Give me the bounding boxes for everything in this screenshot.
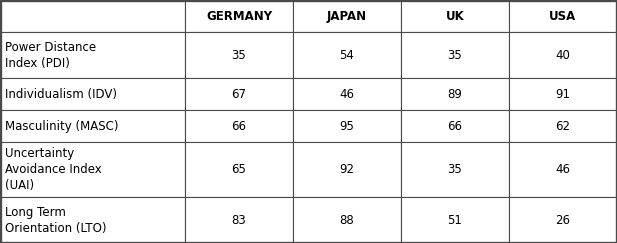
Text: 51: 51 — [447, 214, 462, 226]
Text: 83: 83 — [231, 214, 246, 226]
Text: 26: 26 — [555, 214, 571, 226]
Bar — [509, 110, 617, 142]
Bar — [185, 32, 293, 78]
Text: Power Distance
Index (PDI): Power Distance Index (PDI) — [5, 41, 96, 69]
Bar — [293, 78, 401, 110]
Text: Uncertainty
Avoidance Index
(UAI): Uncertainty Avoidance Index (UAI) — [5, 147, 102, 192]
Text: USA: USA — [549, 9, 577, 23]
Bar — [401, 197, 509, 243]
Bar — [509, 0, 617, 32]
Bar — [0, 32, 185, 78]
Bar — [509, 197, 617, 243]
Bar — [0, 110, 185, 142]
Text: 65: 65 — [231, 163, 246, 176]
Bar — [0, 78, 185, 110]
Text: 46: 46 — [555, 163, 571, 176]
Text: 91: 91 — [555, 87, 571, 101]
Bar — [185, 78, 293, 110]
Text: 62: 62 — [555, 120, 571, 132]
Text: 54: 54 — [339, 49, 354, 61]
Bar — [401, 110, 509, 142]
Text: 35: 35 — [231, 49, 246, 61]
Text: 89: 89 — [447, 87, 462, 101]
Bar — [509, 78, 617, 110]
Text: Long Term
Orientation (LTO): Long Term Orientation (LTO) — [5, 206, 107, 234]
Bar — [401, 78, 509, 110]
Text: 66: 66 — [231, 120, 247, 132]
Text: Individualism (IDV): Individualism (IDV) — [5, 87, 117, 101]
Text: 95: 95 — [339, 120, 354, 132]
Bar — [401, 32, 509, 78]
Bar — [509, 32, 617, 78]
Text: JAPAN: JAPAN — [327, 9, 367, 23]
Text: 46: 46 — [339, 87, 355, 101]
Bar — [293, 110, 401, 142]
Bar — [401, 142, 509, 197]
Text: 35: 35 — [447, 49, 462, 61]
Bar — [0, 197, 185, 243]
Bar — [293, 142, 401, 197]
Text: 92: 92 — [339, 163, 355, 176]
Bar — [509, 142, 617, 197]
Bar — [185, 197, 293, 243]
Text: 66: 66 — [447, 120, 463, 132]
Bar — [293, 32, 401, 78]
Text: GERMANY: GERMANY — [206, 9, 272, 23]
Bar — [0, 0, 185, 32]
Bar — [185, 142, 293, 197]
Text: UK: UK — [445, 9, 465, 23]
Bar — [293, 0, 401, 32]
Bar — [185, 110, 293, 142]
Text: 35: 35 — [447, 163, 462, 176]
Bar — [0, 142, 185, 197]
Text: 88: 88 — [339, 214, 354, 226]
Bar — [401, 0, 509, 32]
Text: Masculinity (MASC): Masculinity (MASC) — [5, 120, 118, 132]
Bar — [293, 197, 401, 243]
Text: 67: 67 — [231, 87, 247, 101]
Bar — [185, 0, 293, 32]
Text: 40: 40 — [555, 49, 571, 61]
